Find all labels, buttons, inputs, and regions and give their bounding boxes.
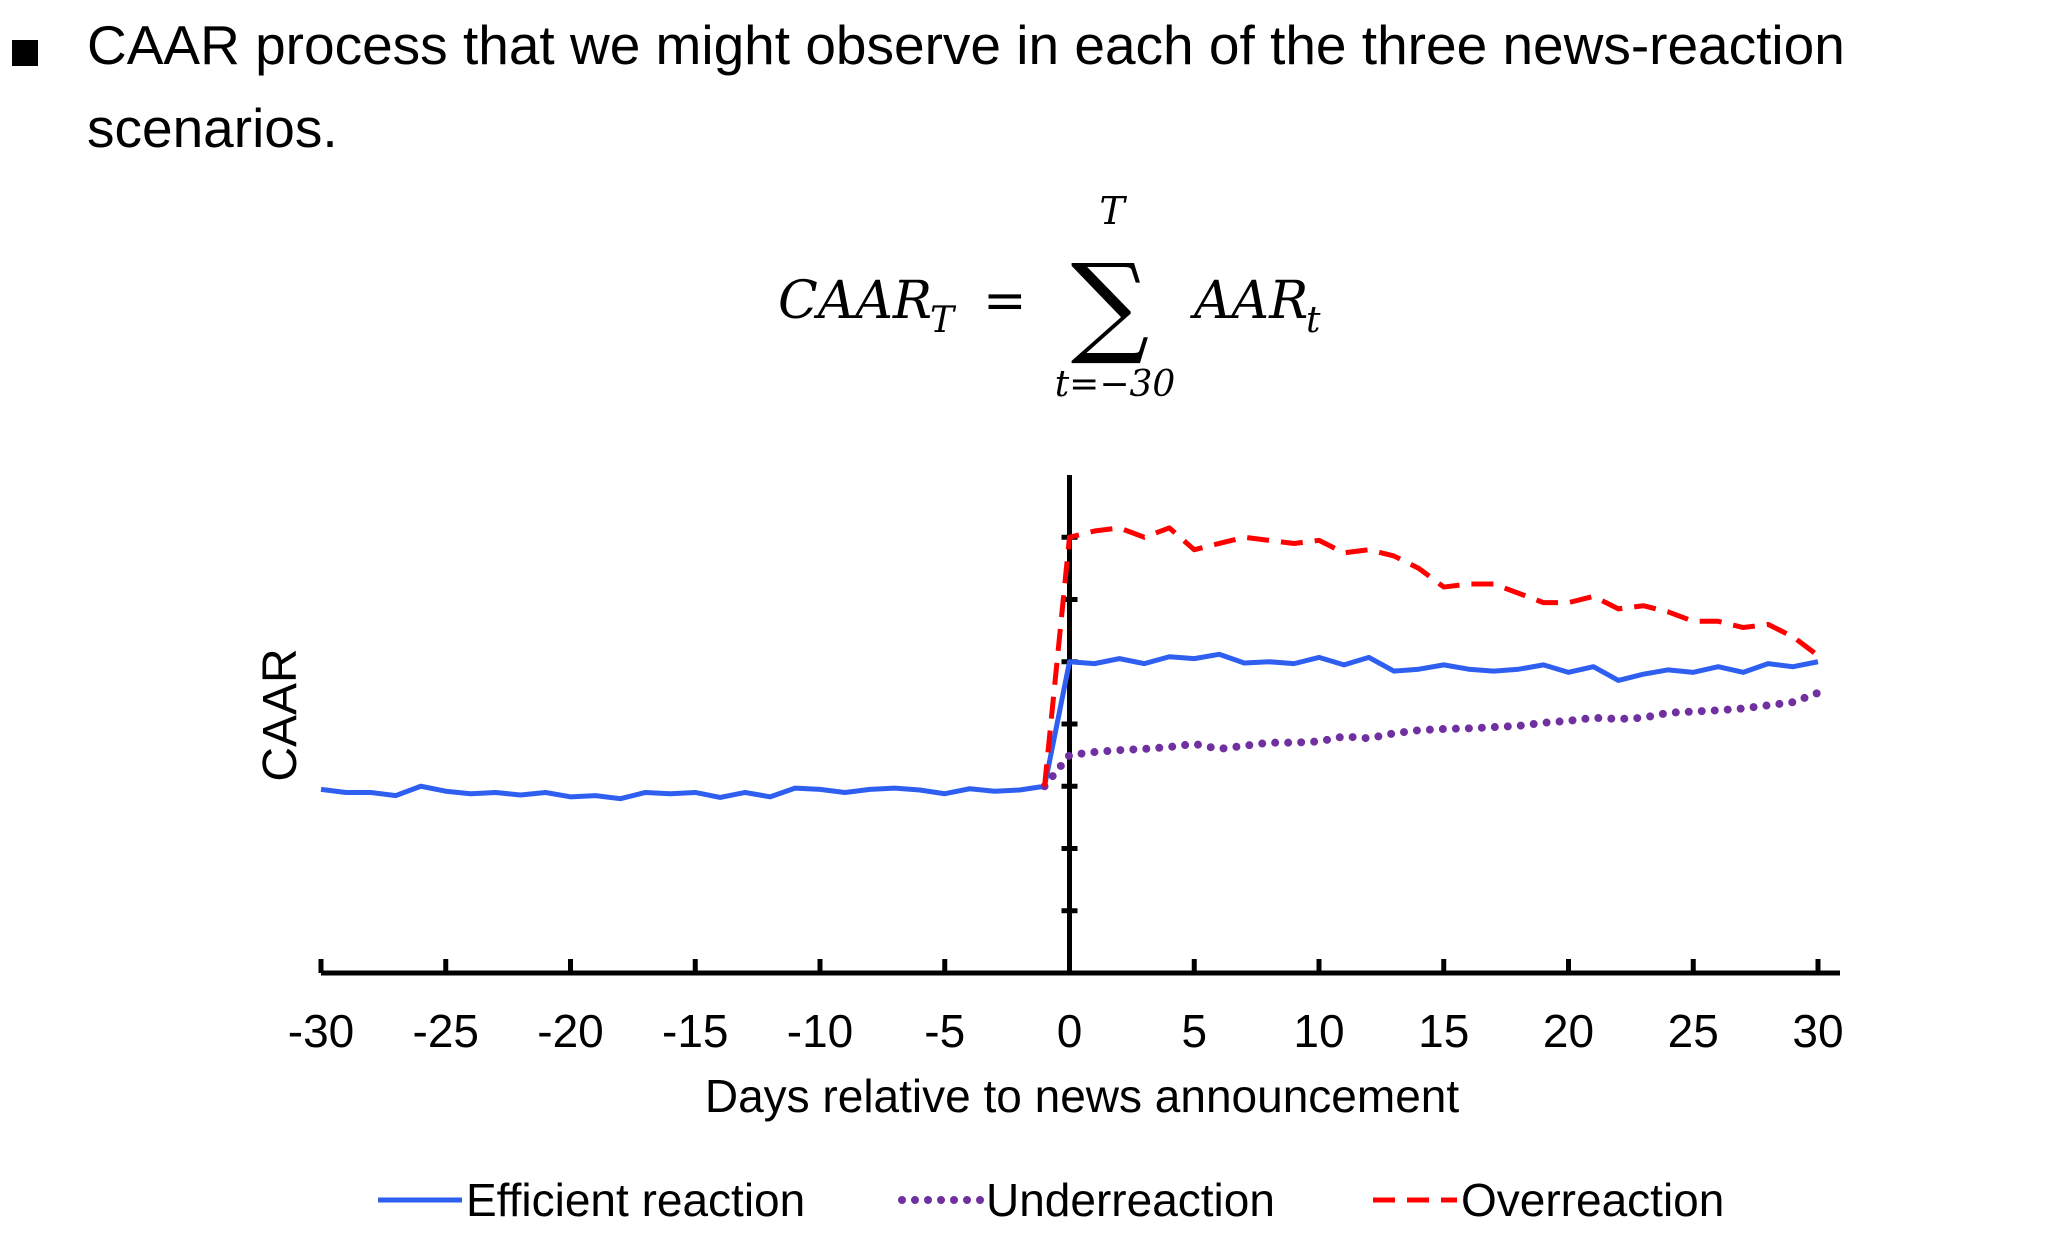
x-tick-label: -20 (537, 1005, 603, 1057)
x-tick-label: 10 (1293, 1005, 1344, 1057)
x-tick-label: 0 (1057, 1005, 1083, 1057)
formula-lower: t=−30 (1055, 364, 1176, 405)
formula: CAAR T = ∑ T t=−30 AAR t (778, 189, 1321, 405)
formula-term: AAR (1190, 271, 1308, 331)
bullet-text: scenarios. (87, 97, 338, 159)
formula-lhs-sub: T (930, 300, 957, 341)
x-tick-label: -25 (413, 1005, 479, 1057)
series-line (1040, 688, 1822, 791)
series-line (1042, 525, 1820, 787)
legend-label: Overreaction (1461, 1174, 1724, 1226)
y-axis-label: CAAR (254, 648, 307, 781)
legend-label: Efficient reaction (466, 1174, 805, 1226)
x-tick-label: -5 (924, 1005, 965, 1057)
x-tick-label: -30 (288, 1005, 354, 1057)
x-tick-label: 25 (1668, 1005, 1719, 1057)
x-tick-label: 30 (1792, 1005, 1843, 1057)
bullet-marker (12, 40, 38, 66)
x-tick-label: -15 (662, 1005, 728, 1057)
series-line (320, 651, 1819, 802)
x-tick-label: -10 (787, 1005, 853, 1057)
x-tick-label: 15 (1418, 1005, 1469, 1057)
formula-equals: = (983, 271, 1027, 331)
bullet-text: CAAR process that we might observe in ea… (87, 14, 1845, 76)
formula-upper: T (1099, 189, 1127, 233)
formula-term-sub: t (1306, 300, 1321, 341)
formula-sum: ∑ (1071, 240, 1150, 368)
legend-label: Underreaction (986, 1174, 1275, 1226)
chart: -30 -25 -20 -15 -10 -5 0 5 10 15 20 25 30 Efficient r… (288, 475, 1844, 1226)
formula-lhs: CAAR (778, 271, 932, 331)
x-tick-label: 5 (1181, 1005, 1207, 1057)
x-tick-label: 20 (1543, 1005, 1594, 1057)
x-axis-label: Days relative to news announcement (705, 1070, 1460, 1122)
